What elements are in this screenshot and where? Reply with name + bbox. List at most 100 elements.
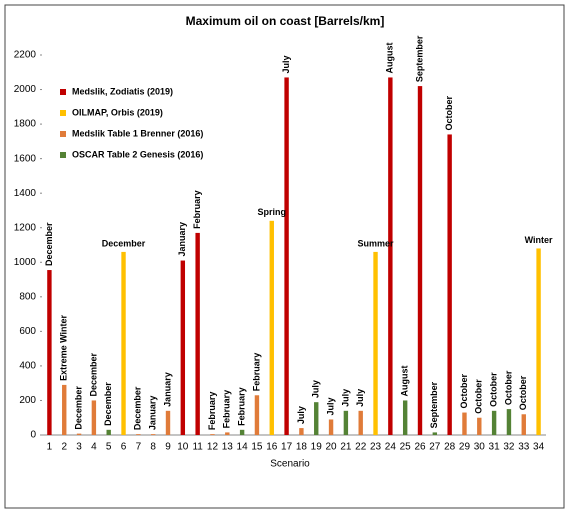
bar — [402, 400, 408, 435]
bar-label: September — [429, 381, 439, 428]
bar-label: December — [103, 382, 113, 426]
x-tick-label: 33 — [518, 442, 530, 453]
bar — [417, 86, 423, 435]
bar — [506, 409, 512, 435]
bar — [373, 251, 378, 435]
bar-label: July — [311, 380, 321, 398]
y-tick-label: 200 — [19, 395, 36, 406]
bar-label: February — [251, 353, 261, 392]
y-tick-label: 2200 — [14, 50, 37, 61]
y-tick-label: 1800 — [14, 119, 37, 130]
bar — [358, 410, 363, 435]
x-tick-label: 32 — [503, 442, 515, 453]
x-tick-label: 31 — [489, 442, 501, 453]
x-tick-label: 16 — [266, 442, 278, 453]
x-tick-label: 8 — [150, 442, 156, 453]
y-tick-label: 1400 — [14, 188, 37, 199]
bar — [121, 251, 126, 435]
bar — [491, 410, 497, 435]
x-tick-label: 27 — [429, 442, 441, 453]
x-tick-label: 7 — [136, 442, 142, 453]
bar — [180, 260, 186, 435]
bar — [388, 77, 393, 436]
bar-label: July — [340, 389, 350, 407]
bar — [239, 429, 245, 435]
x-tick-label: 11 — [192, 442, 203, 453]
bar — [47, 270, 52, 435]
bar-label: September — [414, 35, 424, 82]
y-tick-label: 1600 — [14, 153, 37, 164]
bar — [269, 220, 274, 435]
bar-label: Winter — [525, 235, 553, 245]
bar-label: October — [459, 374, 469, 409]
bar — [195, 232, 200, 435]
bar-label: Summer — [358, 238, 395, 248]
x-tick-label: 3 — [76, 442, 82, 453]
y-tick-label: 1200 — [14, 222, 37, 233]
x-tick-label: 5 — [106, 442, 112, 453]
bar-label: January — [148, 396, 158, 431]
x-tick-label: 34 — [533, 442, 545, 453]
bar-label: December — [44, 222, 54, 266]
x-tick-label: 1 — [47, 442, 53, 453]
legend-label: OILMAP, Orbis (2019) — [72, 107, 163, 117]
y-tick-label: 600 — [19, 326, 36, 337]
chart-title: Maximum oil on coast [Barrels/km] — [186, 14, 385, 28]
bar-label: February — [236, 387, 246, 426]
bar — [225, 432, 230, 435]
bar-label: July — [296, 406, 306, 424]
bar-label: July — [355, 389, 365, 407]
legend-swatch — [60, 131, 66, 137]
x-tick-label: 29 — [459, 442, 471, 453]
bar-label: Spring — [258, 207, 287, 217]
bar — [76, 433, 82, 435]
legend-label: Medslik Table 1 Brenner (2016) — [72, 128, 203, 138]
legend-swatch — [60, 152, 66, 158]
x-tick-label: 21 — [340, 442, 352, 453]
legend-label: OSCAR Table 2 Genesis (2016) — [72, 149, 203, 159]
bar-label: Extreme Winter — [59, 314, 69, 380]
bar — [136, 434, 141, 435]
x-tick-label: 9 — [165, 442, 171, 453]
x-tick-label: 14 — [237, 442, 249, 453]
bar-label: August — [385, 42, 395, 73]
x-tick-label: 24 — [385, 442, 397, 453]
y-tick-label: 2000 — [14, 84, 37, 95]
x-tick-label: 13 — [222, 442, 234, 453]
x-tick-label: 12 — [207, 442, 219, 453]
legend-swatch — [60, 89, 66, 95]
bar — [477, 417, 482, 435]
x-tick-label: 20 — [325, 442, 337, 453]
bar — [299, 428, 304, 435]
bar — [328, 419, 334, 435]
frame — [4, 4, 565, 509]
bar — [314, 402, 319, 435]
bar-label: December — [133, 386, 143, 430]
x-axis-label: Scenario — [270, 459, 310, 470]
y-tick-label: 400 — [19, 361, 36, 372]
bar-label: December — [102, 238, 146, 248]
bar-label: October — [503, 370, 513, 405]
bar-label: December — [73, 386, 83, 430]
bar-label: August — [400, 365, 410, 396]
bar — [254, 395, 260, 435]
x-tick-label: 4 — [91, 442, 97, 453]
legend-label: Medslik, Zodiatis (2019) — [72, 86, 173, 96]
x-tick-label: 28 — [444, 442, 456, 453]
bar — [343, 410, 349, 435]
bar — [210, 434, 215, 435]
bar-label: October — [518, 375, 528, 410]
bar-label: December — [88, 352, 98, 396]
bar-label: February — [207, 392, 217, 431]
x-tick-label: 2 — [61, 442, 67, 453]
bar — [447, 134, 452, 436]
bar — [91, 400, 97, 435]
bar-label: October — [474, 379, 484, 414]
y-tick-label: 1000 — [14, 257, 37, 268]
x-tick-label: 15 — [251, 442, 263, 453]
bar-label: October — [444, 95, 454, 130]
x-tick-label: 30 — [474, 442, 486, 453]
bar — [284, 77, 289, 436]
bar — [106, 429, 111, 435]
